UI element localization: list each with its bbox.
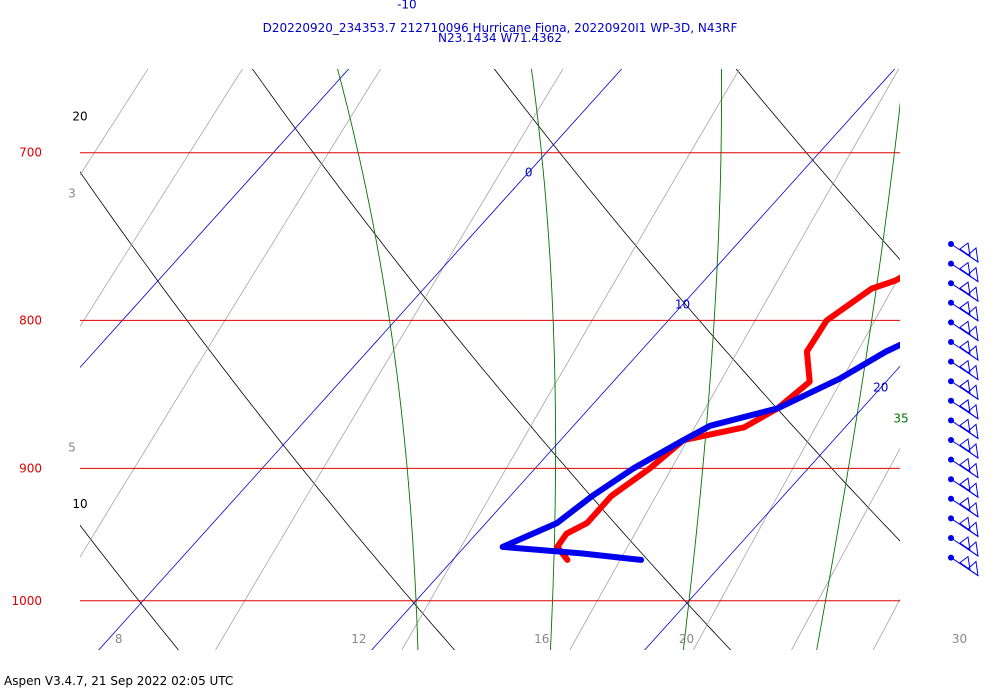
mixing-ratio-line [692,274,900,650]
plot-area [0,0,1000,680]
mixing-ratio-label: 16 [534,632,549,646]
mixing-ratio-label: 12 [351,632,366,646]
wind-barb [948,319,979,342]
mixing-ratio-line [0,0,148,674]
pressure-tick-label: 700 [19,146,42,160]
moist-adiabat-label: 35 [893,412,908,426]
pressure-tick-label: 1000 [11,594,42,608]
footer-version: Aspen V3.4.7, 21 Sep 2022 02:05 UTC [4,674,234,688]
isotherm-label: -10 [397,0,417,11]
isotherm-line [98,69,623,650]
wind-barb [948,241,979,264]
chart-title: D20220920_234353.7 212710096 Hurricane F… [262,21,738,35]
mixing-ratio-label: 30 [952,632,967,646]
mixing-ratio-line [963,0,1000,674]
mixing-ratio-label: 20 [679,632,694,646]
mixing-ratio-line [80,69,381,558]
wind-barb [948,397,979,420]
isotherm-line [371,69,896,650]
mixing-ratio-line [569,69,900,650]
dewpoint-trace [499,341,900,563]
isotherm-label: 0 [525,165,533,179]
isotherm-line [80,69,350,369]
pressure-tick-label: 800 [19,313,42,327]
wind-barb [948,535,979,558]
wind-barb [948,554,979,577]
mixing-ratio-label: 5 [68,440,76,454]
wind-barb [948,358,979,381]
mixing-ratio-line [80,69,243,328]
pressure-tick-label: 900 [19,461,42,475]
wind-barb [948,280,979,303]
wind-barb [948,378,979,401]
wind-barb [948,417,979,440]
wind-barb [948,339,979,362]
wind-barb [948,495,979,518]
mixing-ratio-line [401,69,740,650]
wind-barb [948,299,979,322]
moist-adiabat-line [337,69,419,650]
chart-subtitle: N23.1434 W71.4362 [438,31,562,45]
mixing-ratio-line [80,69,149,176]
wind-barb [948,456,979,479]
mixing-ratio-label: 8 [115,632,123,646]
mixing-ratio-line [215,69,564,650]
wind-barb [948,260,979,283]
dry-adiabat-label: 10 [72,497,87,511]
moist-adiabat-line [816,101,900,650]
wind-barb [948,515,979,538]
mixing-ratio-line [791,447,900,650]
dry-adiabat-label: 20 [72,109,87,123]
dry-adiabat-line [251,69,732,650]
wind-barb [948,437,979,460]
isotherm-line [644,365,900,650]
isotherm-label: 10 [675,298,690,312]
dry-adiabat-line [80,171,456,650]
wind-barb-column [948,241,979,577]
dry-adiabat-line [80,524,179,650]
isotherm-label: 20 [873,381,888,395]
mixing-ratio-label: 3 [68,186,76,200]
moist-adiabat-line [682,69,723,650]
dry-adiabat-line [735,69,900,261]
moist-adiabat-line [530,69,557,650]
temperature-trace [554,274,900,563]
mixing-ratio-line [872,598,900,650]
isotherm-line [891,40,1000,680]
dry-adiabat-line [493,69,900,542]
wind-barb [948,476,979,499]
